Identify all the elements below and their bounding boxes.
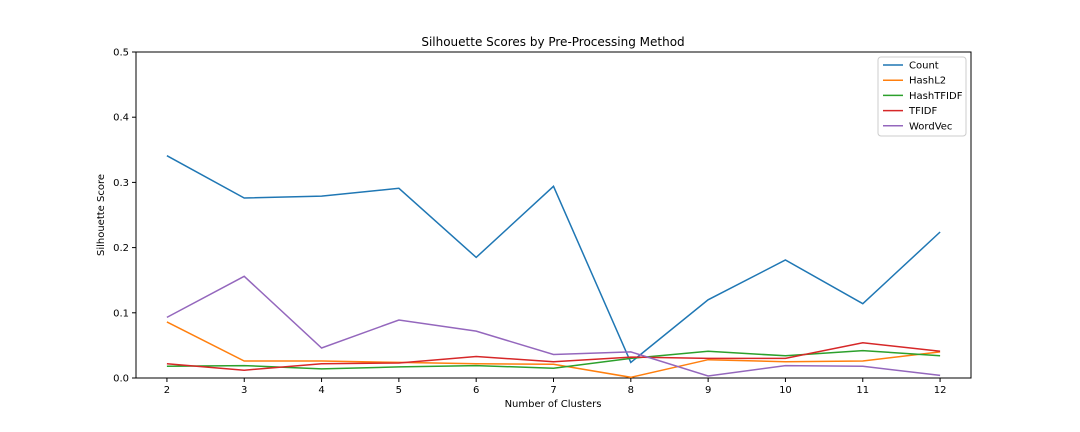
chart-title: Silhouette Scores by Pre-Processing Meth… xyxy=(421,35,684,49)
x-axis-label: Number of Clusters xyxy=(505,399,602,410)
x-tick-label: 11 xyxy=(856,385,869,396)
legend-label: Count xyxy=(909,61,939,72)
y-tick-label: 0.1 xyxy=(113,308,129,319)
y-tick-label: 0.0 xyxy=(113,374,129,385)
plot-frame xyxy=(135,51,972,379)
legend: Count HashL2 HashTFIDF TFIDF WordVec xyxy=(877,56,967,137)
legend-frame xyxy=(877,56,967,137)
x-axis: 2 3 4 5 6 7 8 9 10 11 12 xyxy=(164,378,947,396)
series-line-count xyxy=(166,155,941,364)
x-tick-label: 3 xyxy=(241,385,247,396)
legend-label: TFIDF xyxy=(908,106,938,117)
x-tick-label: 4 xyxy=(318,385,324,396)
series-group xyxy=(166,155,941,379)
x-tick-label: 7 xyxy=(550,385,556,396)
x-tick-label: 6 xyxy=(473,385,479,396)
legend-label: HashTFIDF xyxy=(909,91,963,102)
x-tick-label: 10 xyxy=(779,385,792,396)
y-tick-label: 0.2 xyxy=(113,243,129,254)
y-tick-label: 0.4 xyxy=(113,113,129,124)
series-line-wordvec xyxy=(166,275,941,377)
x-tick-label: 9 xyxy=(705,385,711,396)
y-axis-label: Silhouette Score xyxy=(96,174,107,256)
legend-label: HashL2 xyxy=(909,76,946,87)
x-tick-label: 8 xyxy=(628,385,634,396)
series-line-hashl2 xyxy=(166,321,941,379)
x-tick-label: 12 xyxy=(934,385,947,396)
y-tick-label: 0.5 xyxy=(113,48,129,59)
x-tick-label: 2 xyxy=(164,385,170,396)
series-line-tfidf xyxy=(166,342,941,371)
y-tick-label: 0.3 xyxy=(113,178,129,189)
x-tick-label: 5 xyxy=(396,385,402,396)
y-axis: 0.0 0.1 0.2 0.3 0.4 0.5 xyxy=(113,48,136,385)
series-line-hashtfidf xyxy=(166,349,941,370)
legend-label: WordVec xyxy=(909,121,952,132)
